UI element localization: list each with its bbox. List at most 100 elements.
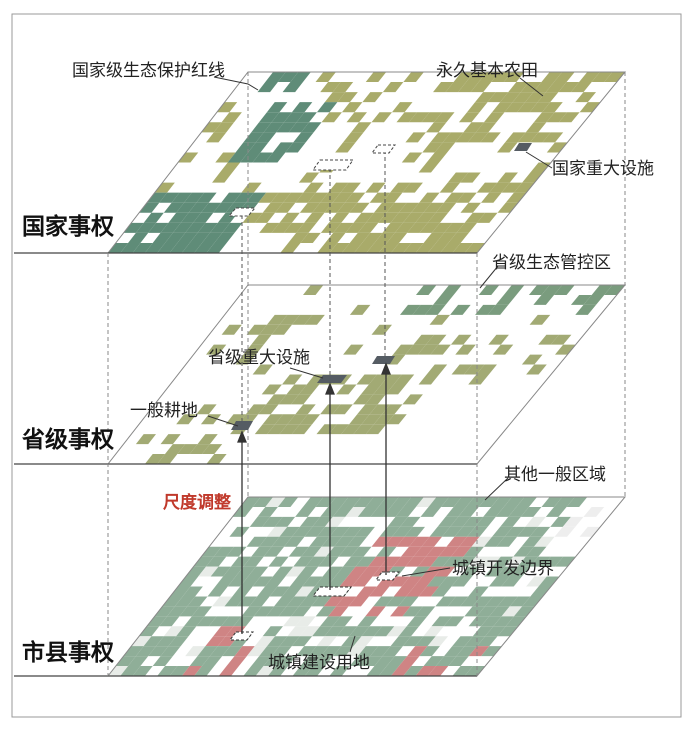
national-map-cell: [341, 102, 363, 113]
national-map-cell: [365, 212, 387, 223]
municipal-map-cell: [542, 556, 564, 567]
leader-lines: [207, 76, 553, 653]
national-map-cell: [483, 112, 505, 123]
municipal-map-cell: [484, 566, 506, 577]
provincial-map-cell: [295, 404, 316, 415]
municipal-map-cell: [128, 656, 149, 667]
provincial-map-cell: [135, 434, 157, 445]
municipal-map-cell: [441, 497, 462, 507]
municipal-map-cell: [462, 516, 484, 527]
municipal-map-cell: [259, 646, 280, 657]
municipal-map-cell: [485, 626, 506, 637]
national-map-cell: [201, 122, 222, 133]
municipal-map-cell: [289, 576, 311, 587]
national-map-cell: [382, 222, 403, 233]
municipal-map-cell: [209, 646, 231, 657]
national-map-cell: [382, 82, 404, 93]
municipal-map-cell: [472, 596, 494, 607]
national-map-cell: [419, 192, 440, 203]
municipal-map-cell: [390, 666, 412, 676]
national-map-cell: [415, 242, 436, 253]
municipal-map-cell: [297, 566, 319, 577]
national-map-cell: [349, 202, 370, 213]
national-map-cell: [467, 132, 489, 143]
municipal-map-cell: [368, 586, 390, 597]
municipal-map-cell: [530, 586, 551, 597]
provincial-map-cell: [468, 374, 489, 385]
provincial-map-cell: [290, 394, 312, 405]
municipal-map-cell: [152, 656, 173, 667]
municipal-map-cell: [451, 576, 473, 587]
national-map-cell: [252, 152, 273, 163]
municipal-map-cell: [146, 616, 168, 627]
municipal-map-cell: [313, 546, 335, 557]
national-map-cell: [328, 212, 350, 223]
municipal-map-cell: [520, 506, 542, 517]
national-map-cell: [262, 202, 284, 213]
provincial-map-cell: [371, 324, 392, 335]
national-map-cell: [427, 242, 449, 253]
national-map-cell: [295, 192, 316, 203]
municipal-map-cell: [357, 506, 379, 517]
municipal-map-cell: [182, 586, 203, 597]
national-map-cell: [522, 172, 543, 183]
national-map-cell: [300, 232, 321, 243]
municipal-map-cell: [240, 576, 261, 587]
provincial-map-cell: [225, 414, 246, 425]
municipal-map-cell: [522, 596, 543, 607]
national-map-cell: [139, 202, 160, 213]
municipal-map-cell: [408, 536, 430, 547]
municipal-map-cell: [185, 646, 206, 657]
municipal-map-cell: [427, 666, 449, 676]
municipal-map-cell: [187, 596, 208, 607]
national-map-cell: [433, 112, 455, 123]
national-map-cell: [489, 182, 510, 193]
national-map-cell: [408, 112, 430, 123]
national-map-cell: [458, 82, 479, 93]
municipal-map-cell: [332, 506, 354, 517]
provincial-map-cell: [417, 344, 439, 355]
provincial-map-cell: [286, 384, 307, 395]
municipal-map-cell: [205, 636, 226, 647]
municipal-map-cell: [476, 636, 498, 647]
municipal-map-cell: [472, 626, 494, 637]
municipal-map-cell: [241, 606, 262, 617]
municipal-map-cell: [346, 536, 367, 547]
municipal-map-cell: [351, 546, 372, 557]
municipal-map-cell: [265, 576, 286, 587]
national-map-cell: [235, 142, 256, 153]
national-map-cell: [177, 232, 198, 243]
municipal-map-cell: [349, 626, 370, 637]
municipal-map-cell: [361, 626, 382, 637]
provincial-map-cell: [261, 384, 282, 395]
municipal-map-cell: [493, 616, 514, 627]
national-map-cell: [425, 122, 447, 133]
municipal-map-cell: [194, 666, 215, 676]
national-map-cell: [452, 242, 473, 253]
national-map-cell: [418, 162, 440, 173]
national-map-cell: [491, 72, 512, 83]
scale-adjust-arrows: [237, 362, 391, 634]
municipal-map-cell: [448, 656, 469, 667]
national-map-cell: [325, 232, 346, 243]
national-map-cell: [285, 142, 306, 153]
municipal-map-cell: [483, 506, 504, 517]
municipal-map-cell: [497, 626, 519, 637]
national-map-cell: [276, 122, 297, 133]
municipal-map-cell: [334, 536, 355, 547]
municipal-map-cell: [437, 516, 459, 527]
municipal-map-cell: [323, 596, 345, 607]
national-map-cell: [591, 72, 613, 83]
provincial-map-cell: [176, 414, 197, 425]
municipal-map-cell: [115, 656, 136, 667]
national-map-cell: [497, 172, 518, 183]
national-map-cell: [422, 142, 443, 153]
national-map-cell: [407, 222, 428, 233]
municipal-map-cell: [284, 536, 305, 547]
provincial-map-cell: [278, 394, 299, 405]
provincial-map-cell: [197, 434, 218, 445]
provincial-map-cell: [144, 454, 166, 464]
national-map-cell: [475, 92, 496, 103]
national-map-cell: [123, 222, 144, 233]
